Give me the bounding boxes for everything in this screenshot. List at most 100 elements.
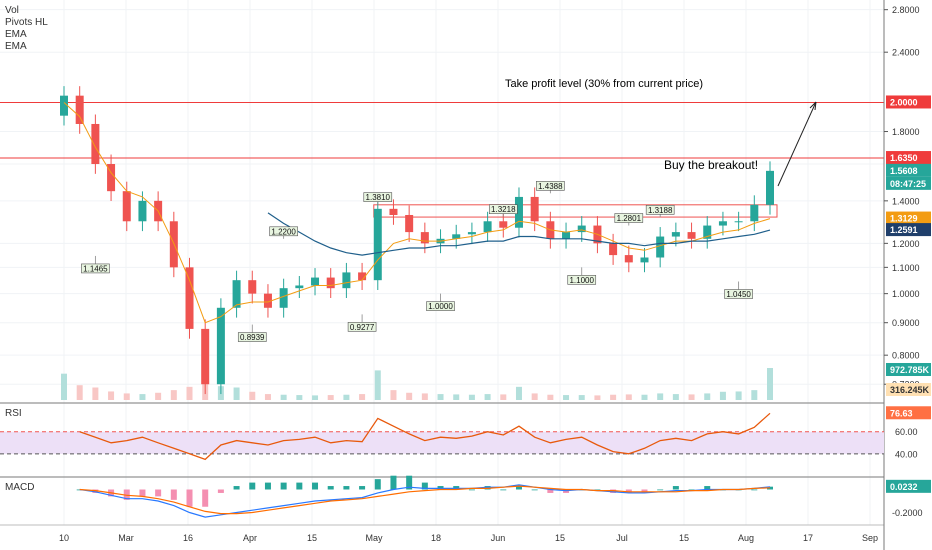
legend-item: Vol [5,5,19,16]
countdown-badge-bg [886,176,931,190]
ema-fast-line [63,102,771,324]
price-tick-label: 1.0000 [892,289,920,299]
volume-bar [170,390,177,400]
macd-histogram-bar [343,486,350,490]
macd-histogram-bar [312,482,319,490]
candle-body [656,236,665,258]
candle-body [326,277,335,289]
candle-body [577,225,586,233]
volume-bar [531,393,538,400]
macd-histogram-bar [437,486,444,490]
volume-bar [312,395,319,400]
macd-histogram-bar [139,489,146,497]
ema-fast-badge-bg [886,211,931,225]
candle-body [766,170,774,205]
candle-body [640,257,649,263]
pivot-label: 1.2801 [617,214,642,223]
pivot-labels: 1.1465 1.2200 0.8939 0.9277 1.3810 1.0000 1.32… [81,181,753,342]
volume-badge: 972.785K [890,365,930,375]
candles [60,86,774,395]
candle-body [389,208,398,215]
candle-body [718,221,727,226]
candle-body [562,232,571,239]
volume-bar [359,394,366,400]
ema-slow-line [267,212,771,256]
candle-body [358,272,367,281]
volume-bar [453,394,460,400]
price-tick-label: 0.8000 [892,351,920,361]
volume-bar [767,368,773,400]
candle-body [342,272,351,289]
macd-histogram-bar [249,482,256,490]
volume-ma-badge: 316.245K [890,385,930,395]
pivot-box [536,181,565,191]
candle-body [311,277,320,286]
time-tick-label: Apr [243,533,257,543]
rsi-line [79,412,771,461]
price-tick-label: 2.4000 [892,48,920,58]
volume-bar [327,395,334,400]
pivot-label: 1.3188 [648,206,673,215]
time-tick-label: 18 [431,533,441,543]
volume-bar [468,394,475,400]
volume-bar [186,386,193,400]
volume-bar [704,393,711,400]
candle-body [248,280,257,294]
macd-histogram-bar [688,489,695,491]
macd-histogram-bar [563,489,570,493]
macd-histogram-bar [327,486,334,490]
time-tick-label: Aug [738,533,754,543]
macd-histogram-bar [123,489,130,500]
time-tick-label: Mar [118,533,134,543]
volume-bar [406,392,413,400]
pivot-box [488,204,518,214]
pivot-label: 1.3218 [491,205,516,214]
volume-bar [515,386,522,400]
volume-bar [735,391,742,400]
macd-histogram-bar [547,489,554,493]
pivot-box [567,275,597,285]
volume-bar [296,395,303,400]
time-tick-label: May [365,533,383,543]
time-tick-label: 10 [59,533,69,543]
pivot-label: 1.0000 [428,302,453,311]
volume-bar [374,370,381,400]
volume-bar [751,390,758,400]
candle-body [185,267,194,329]
price-tick-label: 1.1000 [892,263,920,273]
macd-histogram-bar [264,482,271,490]
macd-histogram-bar [170,489,177,500]
volume-bar [264,394,271,400]
time-tick-label: 15 [307,533,317,543]
indicator-legend: Vol Pivots HL EMA EMA [5,5,48,53]
macd-histogram-bar [202,489,209,507]
pivot-box [614,213,644,223]
price-tick-label: 1.4000 [892,196,920,206]
volume-bar [92,387,99,400]
macd-histogram-bar [421,482,428,490]
volume-bar [610,394,617,400]
pivot-label: 1.1465 [83,264,108,273]
pivot-box [81,263,110,274]
rsi-tick-label: 40.00 [895,449,918,459]
candle-body [122,191,131,222]
candle-body [420,232,429,244]
pivot-label: 1.0450 [726,290,751,299]
macd-signal-line [79,485,771,515]
time-axis: 10 Mar 16 Apr 15 May 18 Jun 15 Jul 15 Aug 17 Sep [59,533,878,543]
macd-histogram-bar [233,486,240,490]
resistance-badge: 1.6350 [890,153,918,163]
time-tick-label: 16 [183,533,193,543]
time-tick-label: 15 [679,533,689,543]
macd-histogram-bar [296,482,303,490]
pivot-label: 1.3810 [366,193,391,202]
candle-body [530,196,539,222]
pivot-label: 1.1000 [569,276,594,285]
price-tick-label: 0.9000 [892,318,920,328]
rsi-value-badge: 76.63 [890,408,913,418]
candle-body [499,221,508,228]
rsi-label: RSI [5,408,22,419]
legend-item: EMA [5,41,27,52]
candle-body [734,221,743,223]
